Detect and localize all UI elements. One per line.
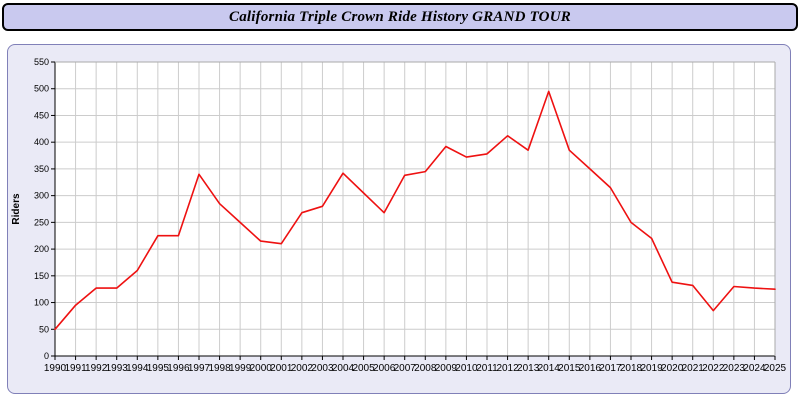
svg-text:2005: 2005 <box>352 363 375 374</box>
svg-text:2017: 2017 <box>599 363 622 374</box>
svg-text:1998: 1998 <box>208 363 231 374</box>
svg-text:2013: 2013 <box>517 363 540 374</box>
svg-text:400: 400 <box>34 137 49 147</box>
svg-text:2000: 2000 <box>250 363 273 374</box>
svg-text:2023: 2023 <box>723 363 746 374</box>
title-bar: California Triple Crown Ride History GRA… <box>2 3 798 31</box>
svg-text:2006: 2006 <box>373 363 396 374</box>
page-title: California Triple Crown Ride History GRA… <box>229 8 571 25</box>
svg-text:1993: 1993 <box>106 363 129 374</box>
svg-text:1992: 1992 <box>85 363 108 374</box>
svg-text:2014: 2014 <box>538 363 561 374</box>
svg-text:2002: 2002 <box>291 363 314 374</box>
svg-text:2012: 2012 <box>496 363 519 374</box>
svg-text:1999: 1999 <box>229 363 252 374</box>
svg-text:250: 250 <box>34 217 49 227</box>
svg-text:2008: 2008 <box>414 363 437 374</box>
svg-text:2018: 2018 <box>620 363 643 374</box>
svg-text:550: 550 <box>34 57 49 67</box>
svg-text:2007: 2007 <box>394 363 417 374</box>
svg-text:450: 450 <box>34 110 49 120</box>
svg-text:350: 350 <box>34 164 49 174</box>
svg-text:150: 150 <box>34 271 49 281</box>
svg-text:1996: 1996 <box>167 363 190 374</box>
svg-text:200: 200 <box>34 244 49 254</box>
svg-text:1991: 1991 <box>64 363 87 374</box>
svg-text:2025: 2025 <box>764 363 787 374</box>
line-chart: 0501001502002503003504004505005501990199… <box>11 57 787 374</box>
svg-text:100: 100 <box>34 298 49 308</box>
svg-text:1990: 1990 <box>44 363 67 374</box>
svg-text:2010: 2010 <box>455 363 478 374</box>
svg-text:300: 300 <box>34 191 49 201</box>
svg-text:1995: 1995 <box>147 363 170 374</box>
svg-text:Riders: Riders <box>11 193 22 225</box>
svg-text:2019: 2019 <box>640 363 663 374</box>
svg-text:2022: 2022 <box>702 363 725 374</box>
svg-text:2009: 2009 <box>435 363 458 374</box>
svg-text:2021: 2021 <box>682 363 705 374</box>
svg-text:2015: 2015 <box>558 363 581 374</box>
svg-text:0: 0 <box>44 351 49 361</box>
svg-text:1994: 1994 <box>126 363 149 374</box>
chart-panel: 0 50 100 150 200 250 300 350 400 450 500 550 1990 199… <box>7 44 791 394</box>
svg-text:50: 50 <box>39 324 49 334</box>
svg-text:2020: 2020 <box>661 363 684 374</box>
svg-text:2003: 2003 <box>311 363 334 374</box>
svg-text:500: 500 <box>34 84 49 94</box>
svg-text:2024: 2024 <box>743 363 766 374</box>
svg-text:2016: 2016 <box>579 363 602 374</box>
svg-text:1997: 1997 <box>188 363 211 374</box>
svg-text:2011: 2011 <box>476 363 498 374</box>
svg-text:2004: 2004 <box>332 363 355 374</box>
svg-text:2001: 2001 <box>270 363 293 374</box>
